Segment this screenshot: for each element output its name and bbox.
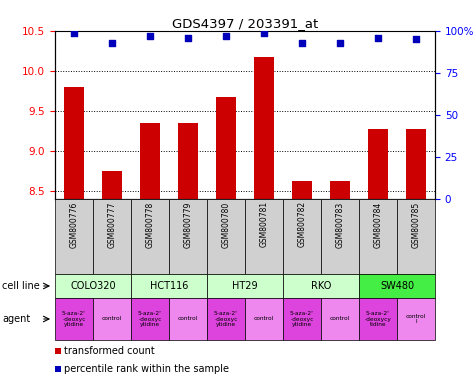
Text: GSM800782: GSM800782: [297, 201, 306, 247]
Text: GSM800780: GSM800780: [221, 201, 230, 248]
Text: control
l: control l: [406, 314, 426, 324]
Text: COLO320: COLO320: [70, 281, 116, 291]
Bar: [330, 180, 351, 199]
Bar: [55, 366, 61, 372]
Bar: [207, 199, 245, 274]
Bar: [254, 56, 275, 199]
Text: cell line: cell line: [2, 281, 40, 291]
Bar: [292, 180, 313, 199]
Point: [146, 33, 154, 39]
Text: GSM800778: GSM800778: [145, 201, 154, 248]
Text: agent: agent: [2, 314, 30, 324]
Bar: [245, 199, 283, 274]
Point: [336, 40, 344, 46]
Bar: [55, 274, 131, 298]
Bar: [55, 348, 61, 354]
Point: [108, 40, 116, 46]
Bar: [64, 87, 85, 199]
Bar: [321, 199, 359, 274]
Text: 5-aza-2'
-deoxyc
ytidine: 5-aza-2' -deoxyc ytidine: [62, 311, 86, 327]
Bar: [131, 274, 207, 298]
Text: transformed count: transformed count: [64, 346, 155, 356]
Point: [260, 30, 268, 36]
Text: control: control: [330, 316, 350, 321]
Text: GSM800781: GSM800781: [259, 201, 268, 247]
Bar: [321, 298, 359, 340]
Bar: [93, 298, 131, 340]
Point: [298, 40, 306, 46]
Bar: [169, 199, 207, 274]
Point: [184, 35, 192, 41]
Bar: [207, 274, 283, 298]
Bar: [131, 298, 169, 340]
Text: SW480: SW480: [380, 281, 414, 291]
Text: control: control: [254, 316, 274, 321]
Bar: [140, 123, 161, 199]
Text: GSM800784: GSM800784: [373, 201, 382, 248]
Bar: [359, 199, 397, 274]
Bar: [55, 298, 93, 340]
Text: RKO: RKO: [311, 281, 331, 291]
Text: 5-aza-2'
-deoxycy
tidine: 5-aza-2' -deoxycy tidine: [365, 311, 391, 327]
Bar: [102, 171, 123, 199]
Bar: [55, 199, 93, 274]
Bar: [283, 199, 321, 274]
Bar: [397, 199, 435, 274]
Bar: [406, 129, 427, 199]
Bar: [283, 298, 321, 340]
Bar: [169, 298, 207, 340]
Text: GSM800776: GSM800776: [69, 201, 78, 248]
Text: HT29: HT29: [232, 281, 258, 291]
Bar: [359, 298, 397, 340]
Text: control: control: [102, 316, 122, 321]
Point: [222, 33, 230, 39]
Bar: [93, 199, 131, 274]
Bar: [207, 298, 245, 340]
Text: GSM800777: GSM800777: [107, 201, 116, 248]
Text: 5-aza-2'
-deoxyc
ytidine: 5-aza-2' -deoxyc ytidine: [290, 311, 314, 327]
Bar: [178, 123, 199, 199]
Text: GSM800779: GSM800779: [183, 201, 192, 248]
Point: [412, 36, 420, 43]
Text: percentile rank within the sample: percentile rank within the sample: [64, 364, 229, 374]
Text: control: control: [178, 316, 198, 321]
Text: 5-aza-2'
-deoxyc
ytidine: 5-aza-2' -deoxyc ytidine: [214, 311, 238, 327]
Bar: [359, 274, 435, 298]
Point: [374, 35, 382, 41]
Bar: [283, 274, 359, 298]
Text: 5-aza-2'
-deoxyc
ytidine: 5-aza-2' -deoxyc ytidine: [138, 311, 162, 327]
Bar: [245, 298, 283, 340]
Bar: [131, 199, 169, 274]
Bar: [216, 97, 237, 199]
Text: GSM800783: GSM800783: [335, 201, 344, 248]
Text: HCT116: HCT116: [150, 281, 188, 291]
Bar: [397, 298, 435, 340]
Text: GSM800785: GSM800785: [411, 201, 420, 248]
Bar: [368, 129, 389, 199]
Point: [70, 30, 78, 36]
Title: GDS4397 / 203391_at: GDS4397 / 203391_at: [172, 17, 318, 30]
